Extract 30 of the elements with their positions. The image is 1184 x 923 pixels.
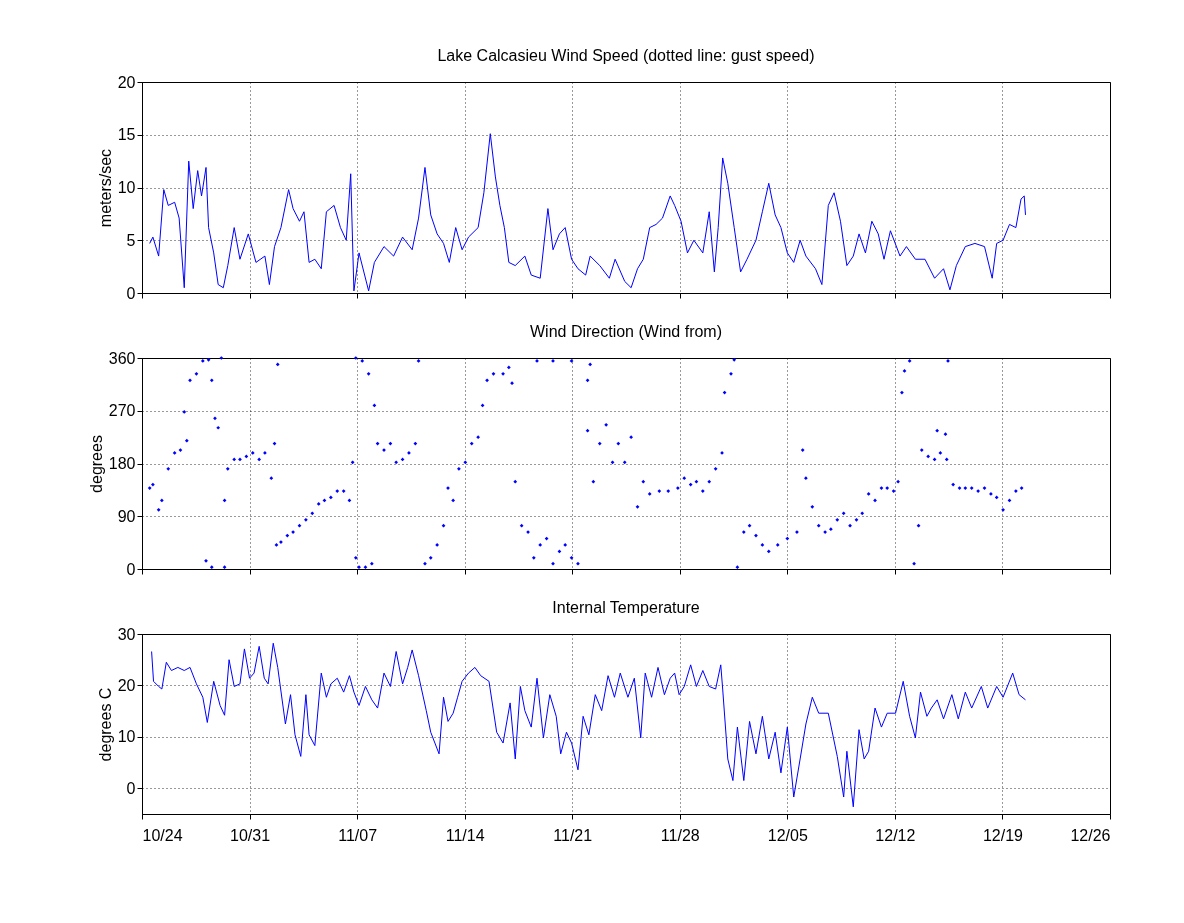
y-tick-label: 360: [108, 349, 136, 367]
y-tick-label: 0: [126, 560, 136, 578]
y-axis-title: degrees C: [96, 687, 114, 762]
x-tick-label: 11/14: [445, 826, 485, 844]
y-tick-label: 0: [126, 779, 136, 797]
x-tick-label: 10/24: [142, 826, 183, 844]
y-axis-title: degrees: [87, 435, 105, 493]
x-tick-label: 12/26: [1070, 826, 1111, 844]
chart-title: Wind Direction (Wind from): [529, 323, 723, 340]
y-tick-label: 20: [117, 676, 136, 694]
x-tick-label: 10/31: [230, 826, 271, 844]
y-tick-label: 20: [117, 73, 136, 91]
y-tick-label: 10: [117, 728, 136, 746]
x-tick-label: 11/07: [338, 826, 378, 844]
y-tick-label: 10: [117, 179, 136, 196]
x-tick-label: 12/19: [982, 826, 1024, 844]
y-tick-label: 5: [126, 231, 136, 249]
y-tick-label: 0: [126, 284, 136, 302]
x-tick-label: 12/05: [767, 826, 808, 844]
y-tick-label: 180: [108, 455, 136, 472]
chart-title: Internal Temperature: [552, 599, 700, 616]
chart-title: Lake Calcasieu Wind Speed (dotted line: gust speed): [437, 47, 815, 64]
x-tick-label: 12/12: [875, 826, 916, 844]
y-tick-label: 30: [117, 625, 136, 643]
y-tick-label: 90: [117, 507, 136, 525]
y-axis-title: meters/sec: [96, 148, 114, 228]
y-tick-label: 270: [108, 402, 136, 420]
y-tick-label: 15: [117, 126, 136, 144]
x-tick-label: 11/21: [553, 826, 593, 844]
x-tick-label: 11/28: [660, 826, 700, 844]
